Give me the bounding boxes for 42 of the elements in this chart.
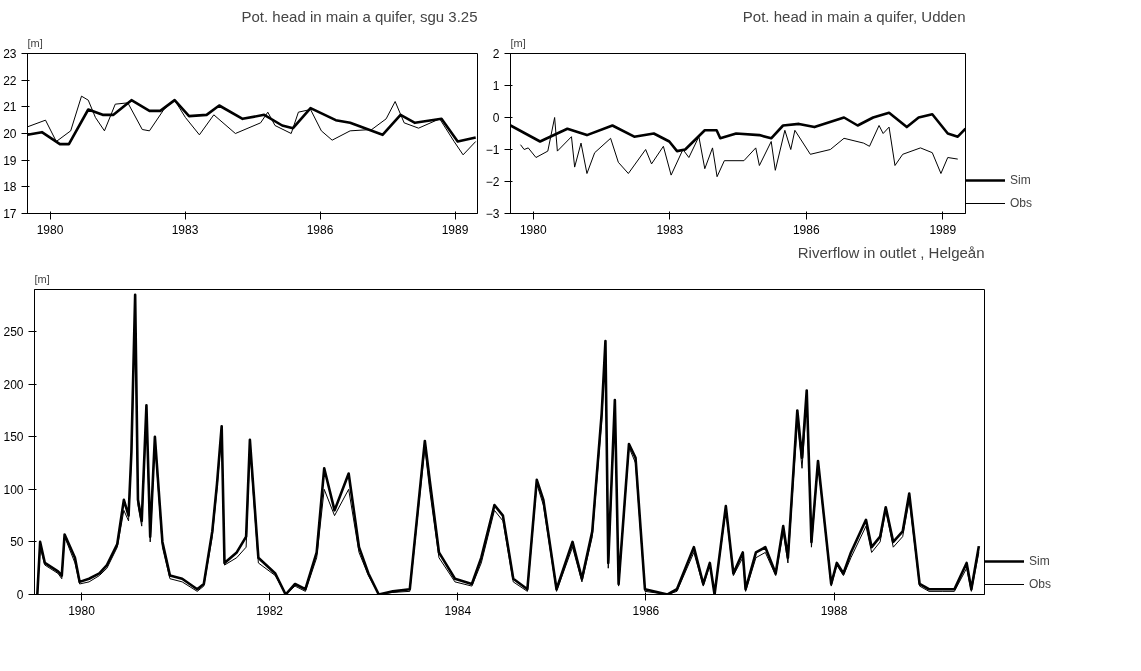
- y-tick-label: 21: [3, 100, 17, 115]
- legend-label: Sim: [1029, 554, 1050, 568]
- y-axis-title: [m]: [510, 36, 526, 49]
- y-tick-label: 20: [3, 127, 17, 141]
- y-tick-label: 19: [3, 153, 17, 168]
- y-tick-label: −3: [485, 207, 500, 221]
- y-tick-label: 18: [3, 180, 17, 195]
- legend-label: Obs: [1029, 577, 1052, 591]
- y-tick-label: 17: [3, 207, 17, 221]
- x-tick-label: 1989: [441, 222, 469, 237]
- x-tick-label: 1980: [36, 222, 64, 237]
- y-tick-label: −1: [485, 143, 500, 157]
- y-tick-label: 23: [3, 47, 17, 61]
- x-tick-label: 1988: [820, 603, 848, 618]
- y-tick-label: 250: [3, 325, 24, 340]
- x-tick-label: 1986: [632, 603, 660, 618]
- y-tick-label: 100: [3, 482, 24, 497]
- chart-title: Pot. head in main a quifer, sgu 3.25: [241, 7, 478, 25]
- y-tick-label: 1: [492, 79, 500, 93]
- x-tick-label: 1986: [306, 222, 334, 237]
- x-tick-label: 1980: [68, 603, 96, 618]
- y-tick-label: 50: [10, 535, 24, 550]
- x-tick-label: 1984: [444, 603, 472, 618]
- legend-label: Sim: [1010, 173, 1031, 187]
- x-tick-label: 1983: [171, 222, 199, 237]
- legend-label: Obs: [1010, 196, 1033, 210]
- y-tick-label: −2: [485, 175, 500, 189]
- x-tick-label: 1982: [256, 603, 284, 618]
- y-tick-label: 0: [492, 111, 500, 125]
- chart-title: Riverflow in outlet , Helgeån: [797, 243, 985, 261]
- y-tick-label: 22: [3, 73, 17, 88]
- x-tick-label: 1989: [929, 222, 957, 237]
- y-axis-title: [m]: [34, 272, 50, 285]
- y-axis-title: [m]: [27, 36, 43, 49]
- x-tick-label: 1983: [656, 222, 684, 237]
- x-tick-label: 1980: [519, 222, 547, 237]
- chart-title: Pot. head in main a quifer, Udden: [742, 7, 966, 25]
- y-tick-label: 0: [16, 588, 24, 602]
- y-tick-label: 150: [3, 430, 24, 445]
- x-tick-label: 1986: [792, 222, 820, 237]
- y-tick-label: 200: [3, 377, 24, 392]
- y-tick-label: 2: [492, 47, 500, 61]
